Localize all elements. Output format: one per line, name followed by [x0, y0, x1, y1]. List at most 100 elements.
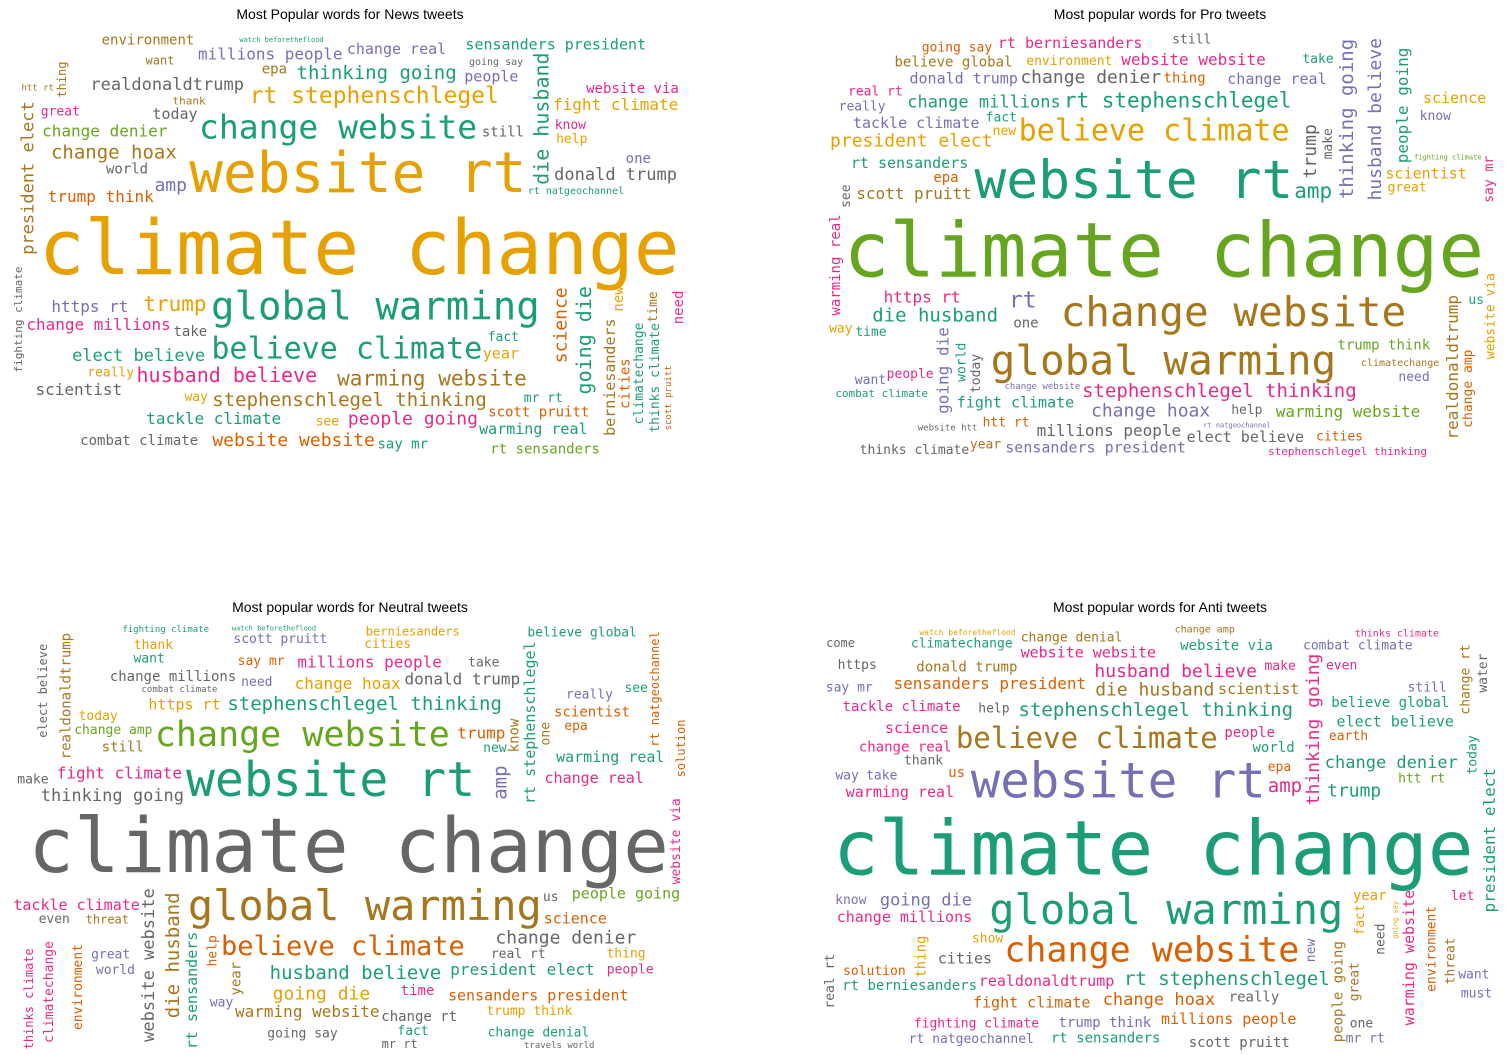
word-change-hoax: change hoax — [295, 674, 401, 693]
word-die-husband: die husband — [872, 305, 998, 327]
word-one: one — [1013, 315, 1038, 331]
word-thinks-climate: thinks climate — [860, 443, 970, 458]
word-people: people — [887, 367, 934, 382]
word-environment: environment — [1424, 906, 1439, 992]
word-husband-believe: husband believe — [137, 363, 318, 387]
word-rt-sensanders: rt sensanders — [1051, 1030, 1161, 1046]
word-people: people — [1224, 725, 1275, 741]
word-website-website: website website — [1021, 644, 1156, 662]
word-amp: amp — [1294, 179, 1332, 203]
word-htt-rt: htt rt — [983, 416, 1030, 431]
word-know: know — [1420, 109, 1451, 124]
word-change-denier: change denier — [495, 927, 636, 948]
word-fact: fact — [1353, 904, 1368, 935]
word-going-say: going say — [922, 40, 993, 55]
word-warming-website: warming website — [337, 366, 527, 390]
word-people-going: people going — [1393, 48, 1412, 164]
word-change-denier: change denier — [1325, 753, 1458, 773]
word-website-rt: website rt — [186, 752, 475, 808]
word-water: water — [1476, 653, 1491, 692]
word-fighting-climate: fighting climate — [914, 1017, 1039, 1032]
word-website-via: website via — [1484, 273, 1499, 359]
word-need: need — [671, 291, 687, 325]
word-tackle-climate: tackle climate — [146, 409, 281, 428]
word-warming-website: warming website — [235, 1002, 380, 1021]
word-take: take — [866, 769, 897, 784]
word-us: us — [948, 765, 965, 781]
word-help: help — [1231, 403, 1262, 418]
word-scott-pruitt: scott pruitt — [856, 184, 972, 203]
word-way: way — [829, 322, 853, 337]
word-trump-think: trump think — [1059, 1015, 1152, 1031]
word-fighting-climate: fighting climate — [122, 625, 209, 635]
word-people-going: people going — [1330, 941, 1346, 1042]
word-thank: thank — [172, 94, 205, 107]
word-warming-website: warming website — [1400, 890, 1418, 1025]
word-epa: epa — [933, 170, 958, 186]
word-climatechange: climatechange — [1361, 358, 1439, 369]
word-rt: rt — [1009, 288, 1037, 314]
wordcloud-panel-pro: Most popular words for Pro tweets climat… — [820, 6, 1500, 458]
word-see: see — [839, 184, 854, 208]
word-trump: trump — [1327, 780, 1381, 801]
word-watch-beforetheflood: watch beforetheflood — [239, 36, 323, 44]
word-climate-change: climate change — [28, 801, 669, 890]
word-world: world — [954, 343, 969, 382]
word-website-rt: website rt — [189, 141, 526, 206]
word-environment: environment — [102, 33, 195, 49]
word-stephenschlegel-thinking: stephenschlegel thinking — [1019, 699, 1294, 721]
word-rt-natgeochannel: rt natgeochannel — [648, 631, 662, 747]
word-website-website: website website — [139, 888, 159, 1042]
word-fight-climate: fight climate — [57, 763, 182, 782]
word-threat: threat — [86, 913, 129, 927]
word-rt-stephenschlegel: rt stephenschlegel — [521, 641, 539, 804]
word-elect-believe: elect believe — [36, 644, 50, 738]
word-earth: earth — [1329, 729, 1368, 744]
word-environment: environment — [1026, 54, 1112, 69]
word-president-elect: president elect — [19, 101, 39, 255]
word-cities: cities — [1316, 430, 1363, 445]
word-president-elect: president elect — [830, 131, 993, 152]
word-change-millions: change millions — [26, 315, 171, 334]
word-take: take — [173, 324, 207, 340]
word-change-millions: change millions — [907, 92, 1061, 112]
word-real-rt: real rt — [823, 954, 838, 1009]
word-real-rt: real rt — [848, 84, 903, 99]
word-epa: epa — [262, 62, 287, 78]
word-thinks-climate: thinks climate — [22, 948, 36, 1049]
word-stephenschlegel-thinking: stephenschlegel thinking — [227, 693, 502, 715]
word-trump: trump — [143, 292, 206, 316]
word-really: really — [839, 99, 886, 114]
word-change-amp: change amp — [74, 723, 152, 738]
word-change-website: change website — [1061, 288, 1407, 336]
word-tackle-climate: tackle climate — [843, 699, 961, 715]
word-climate-change: climate change — [833, 803, 1474, 892]
word-change-hoax: change hoax — [1091, 401, 1210, 422]
word-donald-trump: donald trump — [405, 670, 521, 689]
wordcloud-pro: climate change website rt change website gl… — [820, 30, 1500, 460]
word-watch-beforetheflood: watch beforetheflood — [919, 628, 1016, 637]
word-fighting-climate: fighting climate — [1414, 153, 1481, 161]
word-sensanders-president: sensanders president — [893, 674, 1086, 693]
word-make: make — [17, 773, 48, 788]
word-thinking-going: thinking going — [41, 786, 184, 806]
word-rt-natgeochannel: rt natgeochannel — [1203, 422, 1270, 430]
word-website-rt: website rt — [971, 752, 1266, 809]
word-make: make — [1264, 659, 1295, 674]
word-website-website: website website — [212, 430, 375, 451]
word-millions-people: millions people — [297, 652, 442, 671]
word-husband-believe: husband believe — [1365, 38, 1386, 201]
panel-title: Most popular words for Anti tweets — [1053, 599, 1267, 615]
word-people: people — [607, 963, 654, 978]
word-scientist: scientist — [1386, 164, 1467, 182]
word-believe-global: believe global — [894, 54, 1012, 70]
word-way: way — [184, 390, 208, 405]
word-change-millions: change millions — [110, 669, 236, 685]
word-even: even — [39, 912, 70, 927]
word-change-rt: change rt — [381, 1009, 457, 1025]
word-global-warming: global warming — [989, 885, 1343, 934]
word-tackle-climate: tackle climate — [13, 896, 139, 914]
word-going-die: going die — [934, 327, 953, 414]
word-believe-climate: believe climate — [956, 721, 1218, 755]
